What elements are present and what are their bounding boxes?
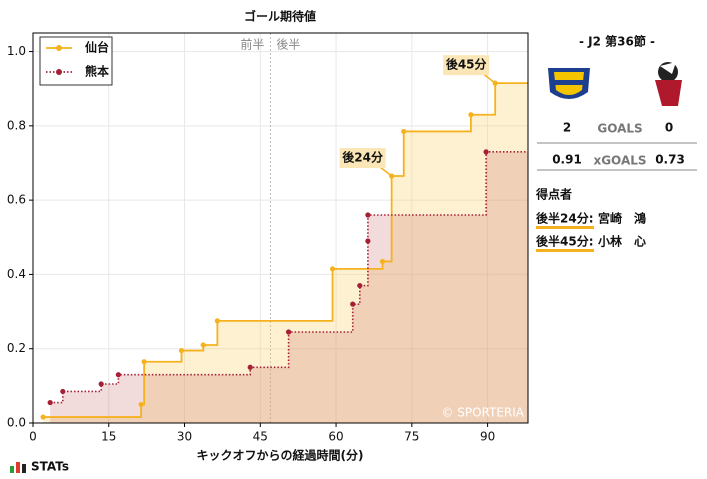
underline [536, 249, 594, 252]
y-tick-label: 0.6 [7, 193, 26, 207]
plot-frame [32, 32, 529, 424]
marker [350, 301, 356, 307]
annotation: 後24分 [342, 150, 383, 165]
goals-label: GOALS [597, 122, 642, 136]
marker [200, 342, 206, 348]
marker [357, 282, 363, 289]
marker [47, 399, 53, 406]
half-label: 前半 [240, 37, 264, 52]
marker [468, 112, 474, 118]
away-logo [655, 62, 682, 106]
y-tick-label: 0.2 [7, 341, 26, 355]
marker [40, 414, 46, 420]
y-tick-label: 0.8 [7, 118, 26, 132]
marker [365, 238, 371, 244]
scorers-title: 得点者 [535, 187, 572, 202]
marker [329, 266, 336, 272]
match-label: - J2 第36節 - [579, 34, 655, 49]
chart-title: ゴール期待値 [244, 9, 316, 24]
scorer-name: 宮崎 鴻 [598, 211, 646, 226]
legend-box [39, 36, 113, 86]
scorer-time: 後半45分: [536, 234, 594, 249]
area [50, 151, 529, 423]
home-goals: 2 [563, 121, 571, 135]
x-tick-label: 15 [101, 430, 116, 444]
legend-label: 仙台 [85, 40, 109, 55]
area [43, 83, 528, 424]
legend-label: 熊本 [85, 64, 109, 79]
marker [483, 149, 489, 155]
brand: STATs [31, 460, 69, 474]
home-logo [548, 68, 590, 99]
marker [138, 401, 144, 408]
away-goals: 0 [665, 121, 673, 135]
marker [60, 388, 66, 395]
marker [401, 128, 407, 135]
half-label: 後半 [276, 38, 300, 52]
underline [536, 226, 594, 229]
marker [285, 329, 292, 335]
marker [115, 372, 121, 378]
scorer-name: 小林 心 [598, 234, 646, 249]
home-xg: 0.91 [552, 153, 582, 167]
x-tick-label: 0 [29, 430, 37, 444]
annotation-box [443, 55, 490, 76]
x-tick-label: 90 [480, 430, 495, 444]
brand-icon [10, 462, 26, 473]
xg-label: xGOALS [593, 154, 646, 168]
marker [247, 364, 253, 370]
marker [141, 359, 147, 365]
x-tick-label: 45 [253, 430, 268, 444]
x-tick-label: 30 [177, 430, 192, 444]
marker [98, 381, 104, 387]
annotation: 後45分 [446, 57, 487, 72]
marker [214, 318, 220, 324]
legend-marker [56, 45, 62, 51]
legend-marker [56, 69, 62, 75]
x-axis-label: キックオフからの経過時間(分) [197, 448, 364, 463]
y-tick-label: 0.0 [7, 416, 26, 430]
marker [379, 258, 386, 265]
x-tick-label: 75 [404, 430, 419, 444]
marker [178, 347, 185, 354]
line [43, 82, 528, 418]
x-tick-label: 60 [328, 430, 343, 444]
watermark: © SPORTERIA [441, 406, 524, 420]
y-tick-label: 1.0 [7, 44, 26, 58]
annotation-box [339, 148, 386, 168]
marker [365, 212, 371, 218]
scorer-time: 後半24分: [536, 211, 594, 226]
away-xg: 0.73 [655, 153, 685, 167]
plot-area [33, 33, 528, 423]
y-tick-label: 0.4 [7, 267, 26, 281]
